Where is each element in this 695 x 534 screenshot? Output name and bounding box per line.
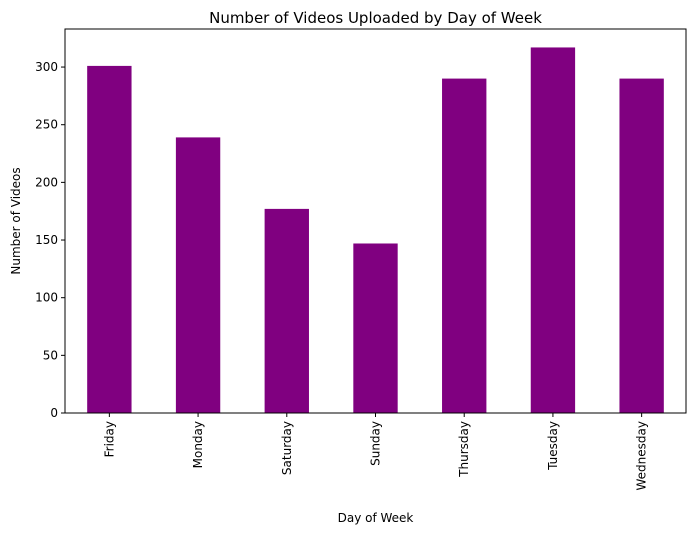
bar-thursday	[442, 78, 487, 413]
plot-area: 0 50 100 150 200 250 300 Friday Monday Saturday Su…	[35, 28, 687, 490]
x-tick-label-wednesday: Wednesday	[635, 421, 649, 490]
y-tick-label-300: 300	[35, 60, 58, 74]
x-tick-label-tuesday: Tuesday	[546, 421, 560, 471]
y-tick-label-0: 0	[50, 406, 58, 420]
bar-tuesday	[530, 47, 576, 413]
y-tick-label-200: 200	[35, 175, 58, 189]
bar-wednesday	[619, 78, 664, 413]
y-tick-label-100: 100	[35, 291, 58, 305]
bar-friday	[87, 65, 132, 414]
y-axis-label: Number of Videos	[9, 167, 23, 274]
x-axis-label: Day of Week	[338, 511, 414, 525]
x-tick-label-saturday: Saturday	[280, 421, 294, 475]
bar-sunday	[353, 243, 398, 413]
y-tick-label-150: 150	[35, 233, 58, 247]
chart-title: Number of Videos Uploaded by Day of Week	[209, 9, 542, 27]
x-tick-label-friday: Friday	[102, 421, 116, 457]
x-tick-label-thursday: Thursday	[457, 421, 471, 478]
bar-monday	[175, 137, 221, 413]
bar-saturday	[264, 208, 309, 413]
y-tick-label-250: 250	[35, 118, 58, 132]
x-tick-label-monday: Monday	[191, 421, 205, 468]
y-tick-label-50: 50	[43, 348, 58, 362]
x-tick-label-sunday: Sunday	[369, 421, 383, 466]
